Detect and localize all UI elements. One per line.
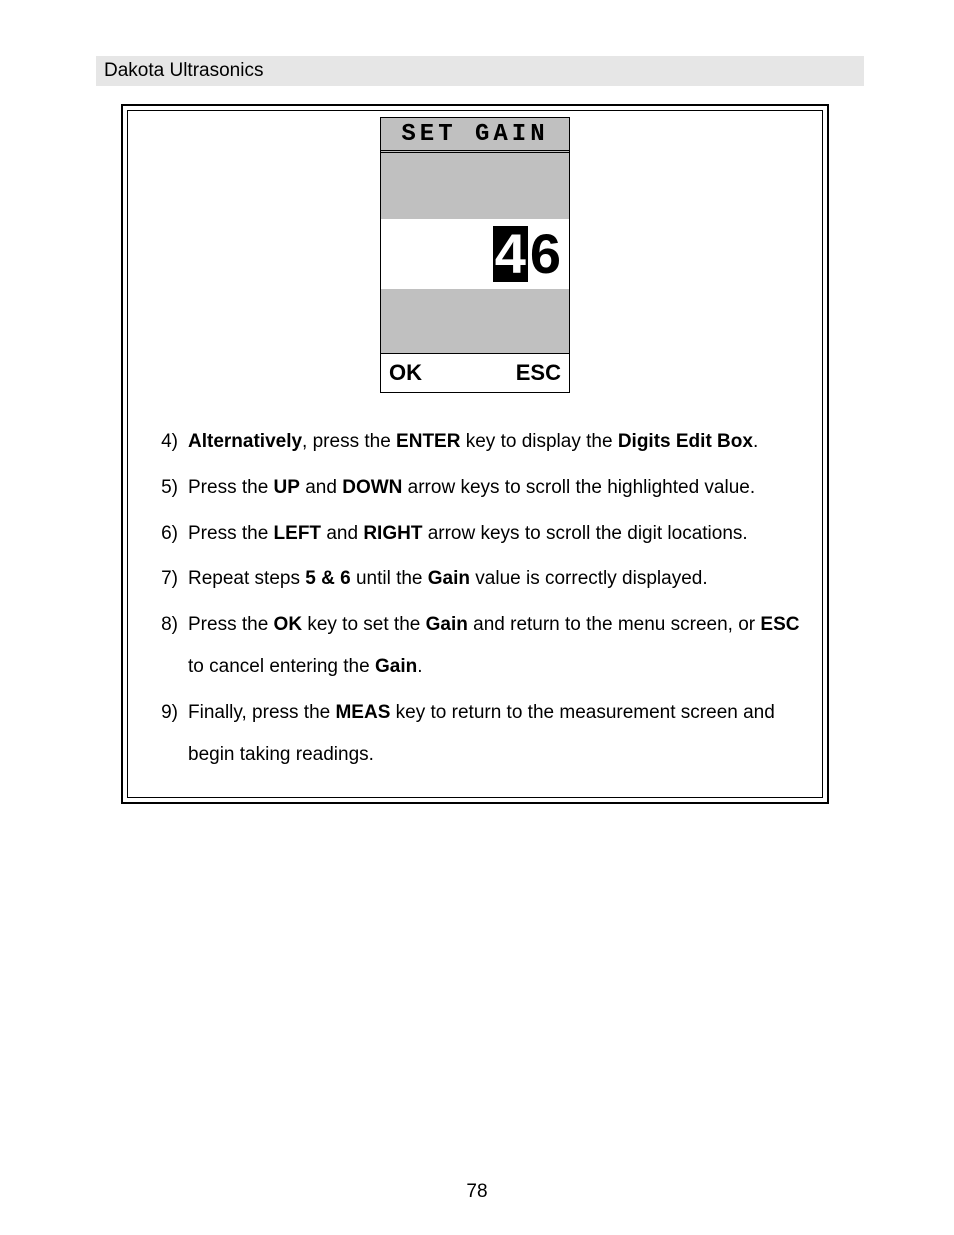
step-number: 9): [148, 692, 188, 734]
text: , press the: [302, 431, 396, 452]
text: arrow keys to scroll the highlighted val…: [402, 477, 755, 498]
text-bold: Gain: [426, 614, 468, 635]
step-number: 7): [148, 558, 188, 600]
text-bold: ENTER: [396, 431, 460, 452]
text: value is correctly displayed.: [470, 568, 708, 589]
text: Press the: [188, 477, 274, 498]
steps-list: 4) Alternatively, press the ENTER key to…: [128, 421, 822, 775]
text-bold: OK: [274, 614, 303, 635]
lcd-digit-highlighted: 4: [493, 226, 528, 282]
step-body: Press the LEFT and RIGHT arrow keys to s…: [188, 513, 802, 555]
text: key to display the: [460, 431, 617, 452]
step-body: Repeat steps 5 & 6 until the Gain value …: [188, 558, 802, 600]
esc-button[interactable]: ESC: [508, 354, 569, 392]
text: .: [417, 656, 422, 677]
step-5: 5) Press the UP and DOWN arrow keys to s…: [148, 467, 802, 509]
text-bold: Gain: [428, 568, 470, 589]
text-bold: ESC: [760, 614, 799, 635]
header-text: Dakota Ultrasonics: [104, 60, 263, 82]
text-bold: Digits Edit Box: [618, 431, 753, 452]
step-number: 5): [148, 467, 188, 509]
text: and return to the menu screen, or: [468, 614, 761, 635]
text: Repeat steps: [188, 568, 305, 589]
text-bold: MEAS: [335, 702, 390, 723]
text: and: [321, 523, 363, 544]
step-number: 8): [148, 604, 188, 646]
lcd-display: SET GAIN 46 OK ESC: [380, 117, 570, 393]
text-bold: LEFT: [274, 523, 322, 544]
ok-button[interactable]: OK: [381, 354, 430, 392]
step-4: 4) Alternatively, press the ENTER key to…: [148, 421, 802, 463]
step-8: 8) Press the OK key to set the Gain and …: [148, 604, 802, 688]
text: Finally, press the: [188, 702, 335, 723]
lcd-digit-normal: 6: [530, 226, 561, 282]
text-bold: DOWN: [342, 477, 402, 498]
step-7: 7) Repeat steps 5 & 6 until the Gain val…: [148, 558, 802, 600]
step-6: 6) Press the LEFT and RIGHT arrow keys t…: [148, 513, 802, 555]
step-body: Press the UP and DOWN arrow keys to scro…: [188, 467, 802, 509]
step-body: Alternatively, press the ENTER key to di…: [188, 421, 802, 463]
text: arrow keys to scroll the digit locations…: [422, 523, 747, 544]
step-number: 6): [148, 513, 188, 555]
text-bold: UP: [274, 477, 300, 498]
step-body: Press the OK key to set the Gain and ret…: [188, 604, 802, 688]
lcd-value-row: 46: [381, 219, 569, 289]
text: to cancel entering the: [188, 656, 375, 677]
text-bold: Gain: [375, 656, 417, 677]
page-header: Dakota Ultrasonics: [96, 56, 864, 86]
text: .: [753, 431, 758, 452]
lcd-body: 46: [381, 153, 569, 353]
content-inner-frame: SET GAIN 46 OK ESC 4) Alternatively, pre…: [127, 110, 823, 798]
step-9: 9) Finally, press the MEAS key to return…: [148, 692, 802, 776]
text: key to set the: [302, 614, 426, 635]
text-bold: 5 & 6: [305, 568, 350, 589]
text-bold: RIGHT: [363, 523, 422, 544]
page-number: 78: [0, 1181, 954, 1203]
text: Press the: [188, 614, 274, 635]
text-bold: Alternatively: [188, 431, 302, 452]
lcd-title: SET GAIN: [381, 118, 569, 153]
lcd-button-row: OK ESC: [381, 353, 569, 392]
text: and: [300, 477, 342, 498]
text: until the: [351, 568, 428, 589]
content-outer-frame: SET GAIN 46 OK ESC 4) Alternatively, pre…: [121, 104, 829, 804]
step-number: 4): [148, 421, 188, 463]
text: Press the: [188, 523, 274, 544]
step-body: Finally, press the MEAS key to return to…: [188, 692, 802, 776]
